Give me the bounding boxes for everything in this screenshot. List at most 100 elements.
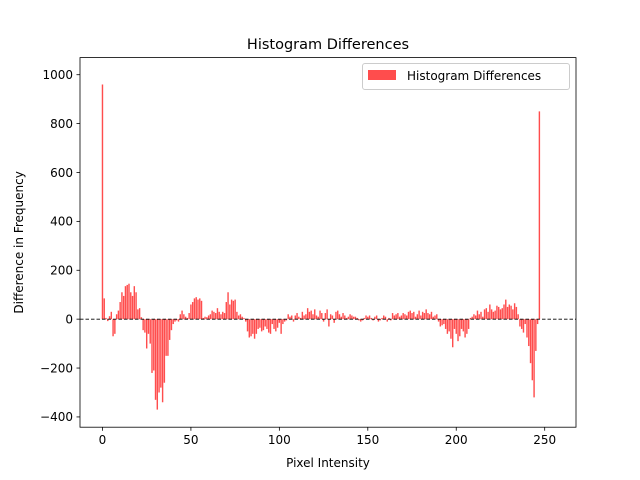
histogram-bar: [464, 319, 466, 338]
histogram-bar: [490, 309, 493, 320]
histogram-bar: [398, 316, 401, 320]
histogram-bar: [253, 319, 256, 339]
histogram-bar: [126, 284, 128, 320]
histogram-bar: [266, 319, 268, 329]
histogram-bar: [115, 314, 118, 320]
histogram-bar: [199, 298, 201, 320]
histogram-bar: [432, 316, 434, 320]
histogram-bar: [487, 311, 489, 320]
histogram-bar: [163, 319, 166, 383]
histogram-bar: [200, 300, 203, 320]
histogram-bar: [503, 304, 505, 320]
histogram-bar: [245, 319, 247, 322]
histogram-bar: [476, 310, 479, 320]
histogram-bar: [333, 319, 335, 323]
histogram-bar: [222, 311, 224, 320]
histogram-bar: [457, 319, 459, 342]
histogram-bar: [287, 314, 289, 320]
histogram-bar: [538, 111, 541, 320]
histogram-bar: [455, 319, 457, 334]
histogram-bar: [375, 315, 378, 320]
x-tick-label: 200: [445, 433, 468, 447]
histogram-bar: [459, 319, 461, 337]
histogram-bar: [439, 319, 442, 327]
histogram-bar: [124, 286, 127, 320]
histogram-bar: [172, 319, 174, 325]
histogram-bar: [188, 313, 190, 320]
histogram-bar: [207, 315, 210, 320]
histogram-bar: [515, 306, 518, 320]
histogram-bar: [469, 317, 472, 320]
histogram-bar: [517, 314, 519, 320]
histogram-bar: [170, 319, 173, 331]
histogram-bar: [406, 315, 408, 320]
histogram-bar: [492, 311, 495, 320]
histogram-bar: [512, 309, 514, 320]
y-tick-label: 600: [50, 166, 73, 180]
y-tick-label: 800: [50, 117, 73, 131]
histogram-bar: [197, 299, 199, 320]
histogram-bar: [103, 298, 105, 320]
x-tick-label: 100: [268, 433, 291, 447]
histogram-bar: [506, 306, 509, 320]
histogram-bar: [510, 305, 512, 320]
histogram-bar: [179, 314, 182, 320]
histogram-bar: [298, 316, 300, 320]
histogram-bar: [145, 319, 148, 349]
histogram-bar: [301, 311, 304, 320]
histogram-bar: [329, 314, 332, 320]
histogram-bar: [257, 319, 259, 329]
histogram-bar: [306, 308, 309, 320]
histogram-bar: [497, 306, 500, 320]
histogram-bar: [324, 313, 327, 320]
histogram-bar: [368, 315, 371, 320]
histogram-bar: [418, 310, 420, 320]
histogram-bar: [524, 319, 526, 325]
histogram-bar: [112, 319, 114, 337]
histogram-bar: [533, 319, 535, 398]
histogram-bar: [218, 311, 220, 320]
histogram-bar: [421, 311, 424, 320]
histogram-bar: [400, 315, 403, 320]
histogram-bar: [379, 319, 381, 321]
histogram-bar: [354, 316, 357, 320]
histogram-bar: [397, 313, 399, 320]
legend-box: [362, 63, 570, 90]
histogram-bar: [374, 316, 376, 320]
histogram-bar: [328, 319, 330, 327]
histogram-bar: [508, 304, 511, 320]
histogram-bar: [174, 319, 176, 322]
histogram-bar: [409, 310, 411, 320]
histogram-bar: [142, 319, 144, 331]
histogram-bar: [243, 317, 245, 320]
histogram-bar: [471, 316, 473, 320]
histogram-bar: [483, 309, 486, 320]
histogram-bar: [156, 319, 159, 410]
histogram-bar: [264, 319, 266, 327]
histogram-bar: [138, 308, 141, 320]
histogram-bar: [229, 304, 231, 320]
histogram-bar: [193, 298, 196, 320]
histogram-bar: [260, 319, 263, 332]
histogram-bar: [191, 302, 194, 320]
histogram-bar: [214, 313, 217, 320]
histogram-bar: [423, 313, 426, 320]
histogram-bar: [393, 315, 396, 320]
histogram-bar: [443, 319, 445, 325]
histogram-bar: [501, 308, 503, 320]
histogram-bar: [407, 311, 410, 320]
histogram-bar: [478, 314, 480, 320]
histogram-bar: [314, 309, 316, 320]
histogram-bar: [344, 315, 346, 320]
bar-group: [101, 84, 541, 410]
histogram-bar: [370, 317, 373, 320]
histogram-bar: [528, 319, 530, 347]
legend-label: Histogram Differences: [407, 69, 541, 83]
histogram-bar: [416, 314, 419, 320]
y-tick-label: 400: [50, 215, 73, 229]
histogram-bar: [414, 316, 417, 320]
histogram-bar: [252, 319, 254, 334]
histogram-bar: [234, 299, 236, 320]
histogram-bar: [358, 319, 360, 321]
histogram-bar: [161, 319, 164, 403]
